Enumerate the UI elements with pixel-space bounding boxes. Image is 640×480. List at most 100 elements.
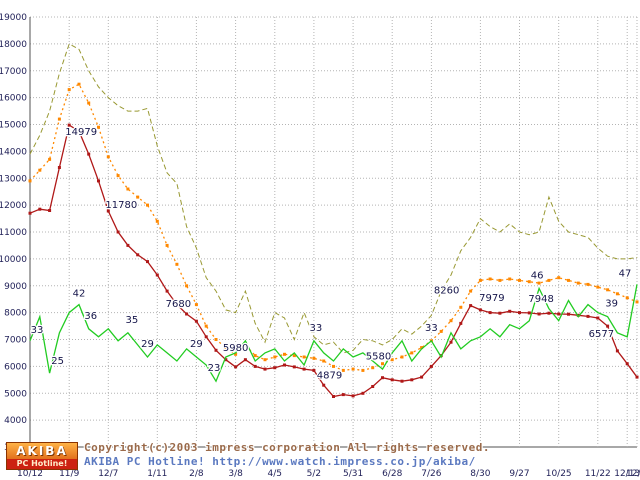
series-average-price-dotted-marker [38,168,42,172]
series-average-price-dotted-marker [165,243,169,247]
series-average-price-dotted-marker [596,285,600,289]
series-average-price-dotted-marker [194,303,198,307]
series-average-price-dotted-marker [175,262,179,266]
series-lowest-price-solid-marker [48,209,52,212]
series-average-price-dotted-marker [606,288,610,292]
series-lowest-price-solid-marker [146,260,149,264]
series-average-price-dotted-marker [518,278,521,282]
site-url-text: AKIBA PC Hotline! http://www.watch.impre… [84,455,476,468]
series-average-price-dotted-marker [439,329,443,333]
series-average-price-dotted-marker [322,359,326,363]
series-lowest-price-solid-marker [498,311,502,315]
series-average-price-dotted-marker [185,284,189,288]
series-average-price-dotted-marker [615,292,619,296]
series-lowest-price-solid-marker [214,348,218,352]
data-label: 29 [190,339,203,350]
series-lowest-price-solid-marker [508,309,512,313]
series-lowest-price-solid-marker [567,312,570,316]
series-lowest-price-solid-marker [136,253,140,257]
y-axis-label: 8000 [4,309,27,319]
x-axis-label: 1/11 [147,469,167,479]
series-lowest-price-solid-marker [234,365,238,369]
series-average-price-dotted-marker [478,278,482,282]
series-average-price-dotted-marker [87,101,91,105]
series-lowest-price-solid-marker [126,243,130,247]
series-lowest-price-solid-marker [449,340,453,344]
series-average-price-dotted-marker [420,346,424,350]
series-lowest-price-solid-marker [518,311,521,315]
data-label: 6577 [589,329,614,340]
series-average-price-dotted-marker [273,355,277,359]
series-shop-count-line [29,284,638,383]
series-average-price-dotted-marker [557,276,561,280]
series-average-price-dotted-marker [204,324,208,328]
series-average-price-dotted-marker [67,88,71,92]
x-axis-label: 11/9 [59,469,79,479]
series-lowest-price-solid-marker [586,314,590,318]
y-axis-label: 9000 [4,282,27,292]
y-axis-label: 18000 [0,40,27,50]
series-average-price-dotted-marker [283,352,286,356]
series-average-price-dotted-marker [302,355,306,359]
y-axis-label: 12000 [0,201,27,211]
series-average-price-dotted-marker [116,174,120,178]
x-axis-label: 2/8 [189,469,204,479]
series-highest-price-dashed-line [29,43,638,354]
series-lowest-price-solid-marker [87,152,91,156]
y-axis-label: 16000 [0,94,27,104]
data-label: 4879 [317,371,342,382]
x-axis-label: 5/31 [343,469,363,479]
x-axis-label: 5/2 [307,469,321,479]
data-label: 46 [531,270,544,281]
series-average-price-dotted-marker [106,155,110,159]
data-label: 42 [73,289,86,300]
y-axis-label: 17000 [0,67,27,77]
series-lowest-price-solid-marker [204,335,208,339]
series-lowest-price-solid-marker [381,376,384,380]
data-label: 33 [425,323,438,334]
y-axis-label: 11000 [0,228,27,238]
series-average-price-dotted-marker [537,281,541,285]
data-label: 8260 [434,286,459,297]
series-lowest-price-solid-marker [625,362,629,366]
series-lowest-price-solid-marker [459,321,463,325]
data-label: 33 [310,323,323,334]
series-lowest-price-solid-marker [557,312,561,316]
data-label: 7680 [166,299,191,310]
data-label: 36 [84,311,97,322]
x-axis-label: 4/5 [268,469,282,479]
y-axis-label: 10000 [0,255,27,265]
series-average-price-dotted-marker [146,203,149,207]
x-axis-label: 9/27 [509,469,529,479]
x-axis-label: 10/12 [17,469,43,479]
series-average-price-dotted-marker [214,338,218,341]
series-average-price-dotted-marker [263,358,267,362]
data-label: 29 [141,339,154,350]
series-lowest-price-solid-marker [57,166,61,169]
series-lowest-price-solid-marker [273,366,277,370]
series-lowest-price-solid-marker [28,211,32,215]
x-axis-label: 12/20 [626,469,640,479]
series-lowest-price-solid-marker [243,358,247,362]
data-label: 39 [605,299,618,310]
y-axis-label: 6000 [4,362,27,372]
x-axis-label: 7/26 [421,469,441,479]
series-lowest-price-solid-line [29,124,638,398]
series-lowest-price-solid-marker [116,230,120,234]
akiba-logo-subtitle: PC Hotline! [7,459,77,469]
series-average-price-dotted-marker [488,277,492,281]
data-label: 7979 [479,293,504,304]
series-lowest-price-solid-marker [547,311,551,315]
series-average-price-dotted-marker [547,278,551,282]
series-lowest-price-solid-marker [576,313,580,317]
series-lowest-price-solid-marker [312,368,316,372]
data-label: 14979 [65,127,97,138]
series-lowest-price-solid-marker [253,364,257,368]
data-label: 35 [126,315,139,326]
series-average-price-dotted-marker [351,367,355,371]
series-average-price-dotted-marker [136,195,140,199]
series-lowest-price-solid-marker [615,349,619,353]
series-lowest-price-solid-marker [488,311,492,315]
series-average-price-dotted-marker [332,364,335,368]
